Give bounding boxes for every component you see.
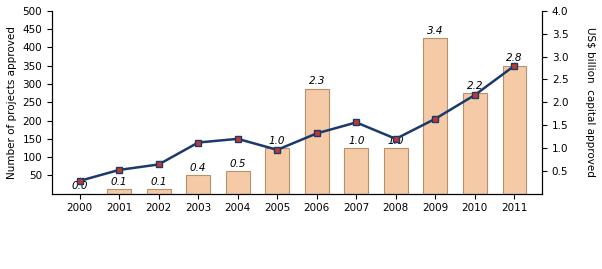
Text: 0.4: 0.4 xyxy=(190,163,206,173)
Text: 0.5: 0.5 xyxy=(229,158,246,169)
Text: 2.3: 2.3 xyxy=(308,76,325,86)
Text: 2.8: 2.8 xyxy=(506,54,523,63)
Legend: FDI inflows (right scale), Number of projects (left scale): FDI inflows (right scale), Number of pro… xyxy=(116,265,479,269)
Bar xyxy=(226,171,250,194)
Text: 2.2: 2.2 xyxy=(467,81,483,91)
Y-axis label: US$ billion  capital approved: US$ billion capital approved xyxy=(585,27,595,177)
Bar xyxy=(265,148,289,194)
Bar xyxy=(344,148,368,194)
Bar xyxy=(384,148,408,194)
Text: 3.4: 3.4 xyxy=(427,26,444,36)
Text: 0.0: 0.0 xyxy=(72,181,88,192)
Bar xyxy=(423,38,447,194)
Y-axis label: Number of projects approved: Number of projects approved xyxy=(7,26,17,179)
Text: 0.1: 0.1 xyxy=(111,177,128,187)
Text: 1.0: 1.0 xyxy=(348,136,365,146)
Bar xyxy=(147,189,170,194)
Text: 0.1: 0.1 xyxy=(150,177,167,187)
Bar xyxy=(107,189,131,194)
Bar xyxy=(187,175,210,194)
Text: 1.0: 1.0 xyxy=(269,136,285,146)
Bar xyxy=(503,66,526,194)
Bar xyxy=(463,93,486,194)
Bar xyxy=(305,89,329,194)
Text: 1.0: 1.0 xyxy=(388,136,404,146)
